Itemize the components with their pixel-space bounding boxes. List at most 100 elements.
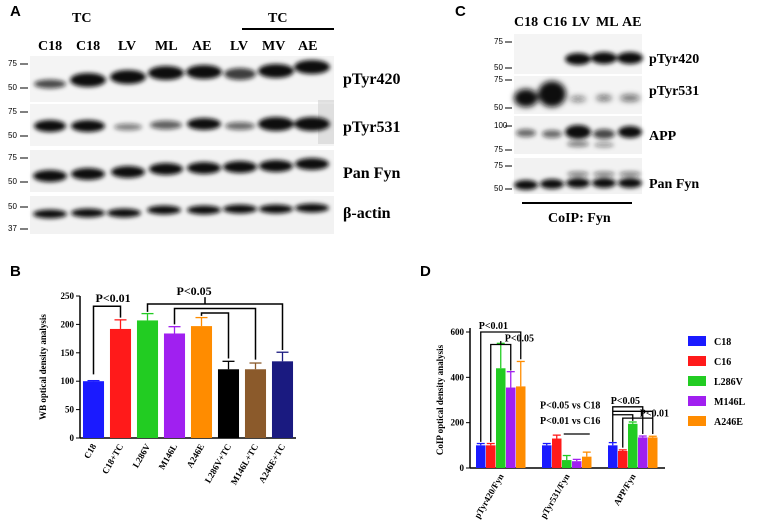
mw-marker: 75: [494, 75, 503, 84]
bar: [562, 460, 572, 468]
bar: [506, 387, 516, 468]
significance-bracket: [612, 410, 654, 434]
bar: [496, 368, 506, 468]
y-tick-label: 200: [451, 418, 465, 428]
bar: [476, 445, 486, 468]
mw-marker: 37: [8, 224, 17, 233]
mw-marker: 50: [8, 202, 17, 211]
x-tick-label: APP/Fyn: [612, 472, 638, 507]
panel-letter-d: D: [420, 263, 431, 280]
blot-c-row-app: 100 75 APP: [494, 116, 677, 154]
x-tick-label: M146L: [157, 442, 180, 471]
mw-marker: 75: [8, 107, 17, 116]
y-axis-label: WB optical density analysis: [38, 314, 48, 420]
mw-marker: 100: [494, 121, 508, 130]
blot-row-ptyr420: 75 50 pTyr420: [8, 56, 400, 102]
x-tick-label: pTyr531/Fyn: [538, 472, 572, 520]
blot-row-ptyr531: 75 50 pTyr531: [8, 100, 400, 146]
lane-label: LV: [118, 39, 136, 54]
bar: [516, 386, 526, 468]
significance-label: P<0.05 vs C18: [540, 401, 600, 412]
y-tick-label: 400: [451, 372, 465, 382]
mw-marker: 50: [8, 131, 17, 140]
significance-bracket: [612, 414, 634, 421]
legend-label: M146L: [714, 397, 745, 408]
y-axis-label: CoIP optical density analysis: [435, 344, 445, 455]
mw-marker: 50: [8, 177, 17, 186]
y-tick-label: 200: [61, 319, 75, 329]
significance-bracket: [480, 331, 522, 442]
mw-marker: 50: [8, 83, 17, 92]
x-tick-label: pTyr420/Fyn: [472, 472, 506, 520]
lane-labels-a: C18 C18 LV ML AE LV MV AE: [38, 39, 317, 54]
x-tick-label: C18+TC: [100, 442, 125, 476]
bar: [82, 381, 105, 438]
bar: [136, 320, 159, 438]
y-tick-label: 250: [61, 291, 75, 301]
bar: [217, 369, 240, 438]
panel-letter-a: A: [10, 3, 21, 20]
chart-d: 0 200 400 600 CoIP optical density analysis p…: [435, 321, 745, 520]
row-label: pTyr420: [343, 71, 400, 88]
bar: [190, 326, 213, 438]
legend-swatch: [688, 376, 706, 386]
y-tick-label: 0: [70, 433, 75, 443]
significance-bracket: [173, 307, 257, 360]
legend-swatch: [688, 356, 706, 366]
y-tick-label: 150: [61, 348, 75, 358]
legend-swatch: [688, 336, 706, 346]
bar: [109, 328, 132, 438]
mw-marker: 50: [494, 184, 503, 193]
lane-label: AE: [622, 15, 641, 30]
significance-label: P<0.01: [640, 408, 669, 419]
legend-swatch: [688, 396, 706, 406]
bar: [244, 369, 267, 438]
group-label-tc-2: TC: [268, 11, 287, 26]
legend-label: C18: [714, 337, 731, 348]
y-tick-label: 100: [61, 376, 75, 386]
lane-label: ML: [155, 39, 178, 54]
x-tick-label: C18: [82, 442, 99, 461]
bar: [552, 438, 562, 468]
significance-label: P<0.01 vs C16: [540, 416, 600, 427]
significance-label: P<0.05: [611, 396, 640, 407]
lane-label: AE: [298, 39, 317, 54]
blot-row-pan-fyn: 75 50 Pan Fyn: [8, 150, 400, 192]
significance-label: P<0.01: [479, 321, 508, 332]
y-tick-label: 0: [460, 463, 465, 473]
lane-labels-c: C18 C16 LV ML AE: [514, 15, 641, 30]
bar: [271, 361, 294, 438]
legend-label: L286V: [714, 377, 744, 388]
x-tick-label: A246E: [185, 442, 207, 470]
significance-label: P<0.05: [505, 333, 534, 344]
row-label: Pan Fyn: [343, 165, 400, 182]
coip-label: CoIP: Fyn: [548, 211, 611, 226]
lane-label: AE: [192, 39, 211, 54]
panel-letter-b: B: [10, 263, 21, 280]
mw-marker: 50: [494, 103, 503, 112]
significance-bracket: [200, 312, 230, 359]
lane-label: LV: [572, 15, 590, 30]
bar: [628, 423, 638, 468]
significance-bracket: [92, 305, 122, 375]
blot-row-beta-actin: 50 37 β-actin: [8, 196, 391, 234]
bar: [618, 451, 628, 468]
significance-bracket: [612, 406, 644, 442]
legend-label: C16: [714, 357, 731, 368]
legend-swatch: [688, 416, 706, 426]
bar: [638, 437, 648, 468]
mw-marker: 75: [494, 145, 503, 154]
bar: [486, 445, 496, 468]
x-tick-label: A246E+TC: [257, 442, 287, 485]
panel-letter-c: C: [455, 3, 466, 20]
row-label: pTyr531: [343, 119, 400, 136]
significance-bracket: [146, 303, 284, 350]
lane-label: ML: [596, 15, 619, 30]
bar: [163, 333, 186, 438]
lane-label: C18: [514, 15, 538, 30]
row-label: APP: [649, 129, 677, 144]
legend-label: A246E: [714, 417, 743, 428]
chart-b: 0 50 100 150 200 250 WB optical density analys…: [38, 284, 296, 487]
bar: [542, 445, 552, 468]
